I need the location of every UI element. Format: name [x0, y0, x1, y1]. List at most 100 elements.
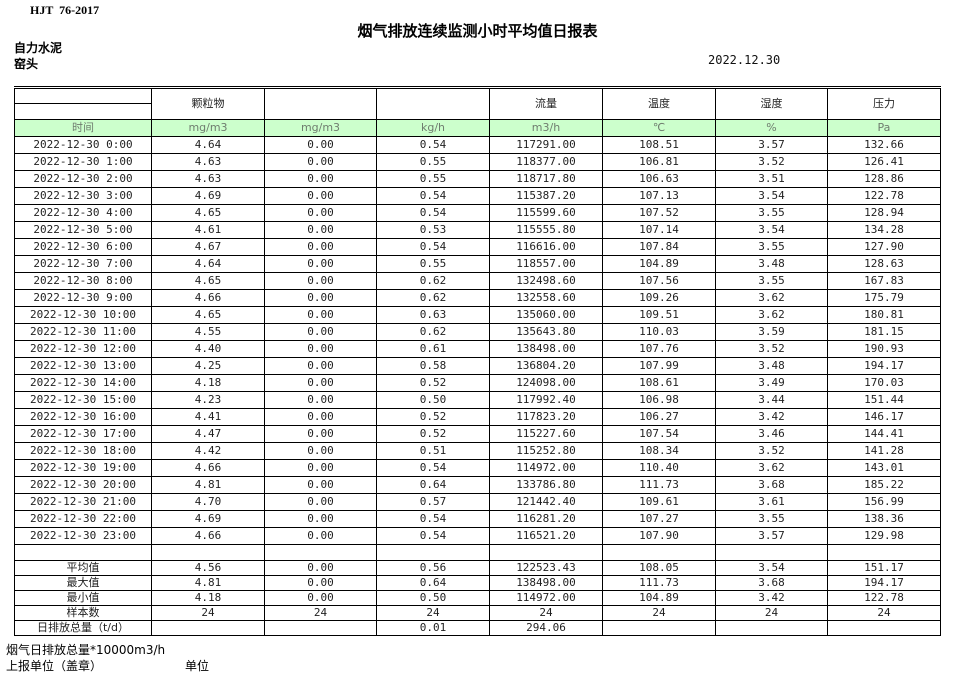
- cell-value: 0.00: [264, 306, 377, 324]
- header-cell-time-bottom: [14, 103, 152, 120]
- cell-value: 0.55: [376, 153, 490, 171]
- data-row: 2022-12-30 14:00 4.18 0.00 0.52 124098.00 108…: [14, 374, 941, 392]
- cell-value: 3.57: [715, 136, 828, 154]
- summary-value: 4.56: [151, 560, 265, 576]
- cell-value: 115387.20: [489, 187, 603, 205]
- cell-value: 3.55: [715, 510, 828, 528]
- cell-value: 194.17: [827, 357, 941, 375]
- report-date: 2022.12.30: [708, 53, 781, 67]
- summary-label: 平均值: [14, 560, 152, 576]
- data-row: 2022-12-30 21:00 4.70 0.00 0.57 121442.40 109…: [14, 493, 941, 511]
- header-cell-pollutant: [376, 87, 490, 120]
- company-name: 自力水泥: [14, 41, 63, 55]
- cell-value: 118717.80: [489, 170, 603, 188]
- data-row: 2022-12-30 11:00 4.55 0.00 0.62 135643.80 110…: [14, 323, 941, 341]
- cell-value: 121442.40: [489, 493, 603, 511]
- cell-value: 109.26: [602, 289, 716, 307]
- cell-value: 141.28: [827, 442, 941, 460]
- cell-value: 143.01: [827, 459, 941, 477]
- summary-value: 3.68: [715, 575, 828, 591]
- cell-value: 0.00: [264, 204, 377, 222]
- cell-value: 0.00: [264, 374, 377, 392]
- cell-value: 4.41: [151, 408, 265, 426]
- cell-timestamp: 2022-12-30 4:00: [14, 204, 152, 222]
- standard-number: HJT 76-2017: [30, 3, 100, 17]
- cell-value: 0.00: [264, 357, 377, 375]
- cell-timestamp: 2022-12-30 22:00: [14, 510, 152, 528]
- cell-value: 0.00: [264, 425, 377, 443]
- cell-value: 0.54: [376, 238, 490, 256]
- cell-timestamp: 2022-12-30 17:00: [14, 425, 152, 443]
- data-row: 2022-12-30 12:00 4.40 0.00 0.61 138498.00 107…: [14, 340, 941, 358]
- data-row: 2022-12-30 6:00 4.67 0.00 0.54 116616.00 107.…: [14, 238, 941, 256]
- cell-value: 129.98: [827, 527, 941, 545]
- cell-value: 118377.00: [489, 153, 603, 171]
- cell-value: 0.63: [376, 306, 490, 324]
- unit-cell: %: [715, 119, 828, 137]
- summary-label: 最小值: [14, 590, 152, 606]
- cell-value: 4.18: [151, 374, 265, 392]
- cell-value: 0.00: [264, 255, 377, 273]
- cell-value: 107.84: [602, 238, 716, 256]
- header-cell-pollutant: 温度: [602, 87, 716, 120]
- summary-value: 24: [827, 605, 941, 621]
- cell-value: 109.61: [602, 493, 716, 511]
- cell-value: 106.81: [602, 153, 716, 171]
- data-row: 2022-12-30 9:00 4.66 0.00 0.62 132558.60 109.…: [14, 289, 941, 307]
- cell-value: 107.56: [602, 272, 716, 290]
- cell-value: 0.54: [376, 204, 490, 222]
- blank-cell: [14, 544, 152, 561]
- summary-value: 3.54: [715, 560, 828, 576]
- cell-value: 115227.60: [489, 425, 603, 443]
- cell-value: 0.00: [264, 493, 377, 511]
- cell-value: 3.52: [715, 340, 828, 358]
- summary-value: 0.00: [264, 560, 377, 576]
- cell-value: 170.03: [827, 374, 941, 392]
- cell-value: 4.81: [151, 476, 265, 494]
- cell-value: 128.86: [827, 170, 941, 188]
- cell-value: 3.59: [715, 323, 828, 341]
- cell-value: 110.40: [602, 459, 716, 477]
- cell-timestamp: 2022-12-30 23:00: [14, 527, 152, 545]
- cell-value: 3.51: [715, 170, 828, 188]
- cell-value: 0.00: [264, 323, 377, 341]
- cell-value: 116521.20: [489, 527, 603, 545]
- cell-value: 146.17: [827, 408, 941, 426]
- blank-cell: [602, 544, 716, 561]
- cell-value: 115252.80: [489, 442, 603, 460]
- cell-value: 108.51: [602, 136, 716, 154]
- cell-timestamp: 2022-12-30 6:00: [14, 238, 152, 256]
- cell-timestamp: 2022-12-30 19:00: [14, 459, 152, 477]
- header-cell-pollutant: 湿度: [715, 87, 828, 120]
- cell-value: 3.61: [715, 493, 828, 511]
- cell-value: 132498.60: [489, 272, 603, 290]
- cell-value: 0.00: [264, 153, 377, 171]
- cell-value: 4.63: [151, 153, 265, 171]
- cell-value: 4.66: [151, 527, 265, 545]
- data-row: 2022-12-30 3:00 4.69 0.00 0.54 115387.20 107.…: [14, 187, 941, 205]
- cell-timestamp: 2022-12-30 21:00: [14, 493, 152, 511]
- footer-note: 烟气日排放总量*10000m3/h: [6, 643, 166, 657]
- cell-value: 109.51: [602, 306, 716, 324]
- cell-value: 4.66: [151, 289, 265, 307]
- cell-value: 107.27: [602, 510, 716, 528]
- cell-value: 136804.20: [489, 357, 603, 375]
- cell-value: 0.00: [264, 187, 377, 205]
- cell-timestamp: 2022-12-30 11:00: [14, 323, 152, 341]
- report-table: 颗粒物 流量 温度 湿度 压力 时间 mg/m3 mg/m3 kg/h m3/h ℃% Pa 2022…: [14, 86, 941, 636]
- cell-value: 108.34: [602, 442, 716, 460]
- cell-value: 128.94: [827, 204, 941, 222]
- cell-value: 190.93: [827, 340, 941, 358]
- cell-value: 117291.00: [489, 136, 603, 154]
- cell-value: 4.55: [151, 323, 265, 341]
- summary-value: 0.00: [264, 590, 377, 606]
- cell-value: 3.55: [715, 238, 828, 256]
- cell-timestamp: 2022-12-30 1:00: [14, 153, 152, 171]
- cell-value: 3.62: [715, 306, 828, 324]
- cell-value: 0.52: [376, 374, 490, 392]
- cell-value: 0.54: [376, 136, 490, 154]
- unit-cell: kg/h: [376, 119, 490, 137]
- cell-value: 107.54: [602, 425, 716, 443]
- header-cell-pollutant: 流量: [489, 87, 603, 120]
- summary-label: 日排放总量（t/d）: [14, 620, 152, 636]
